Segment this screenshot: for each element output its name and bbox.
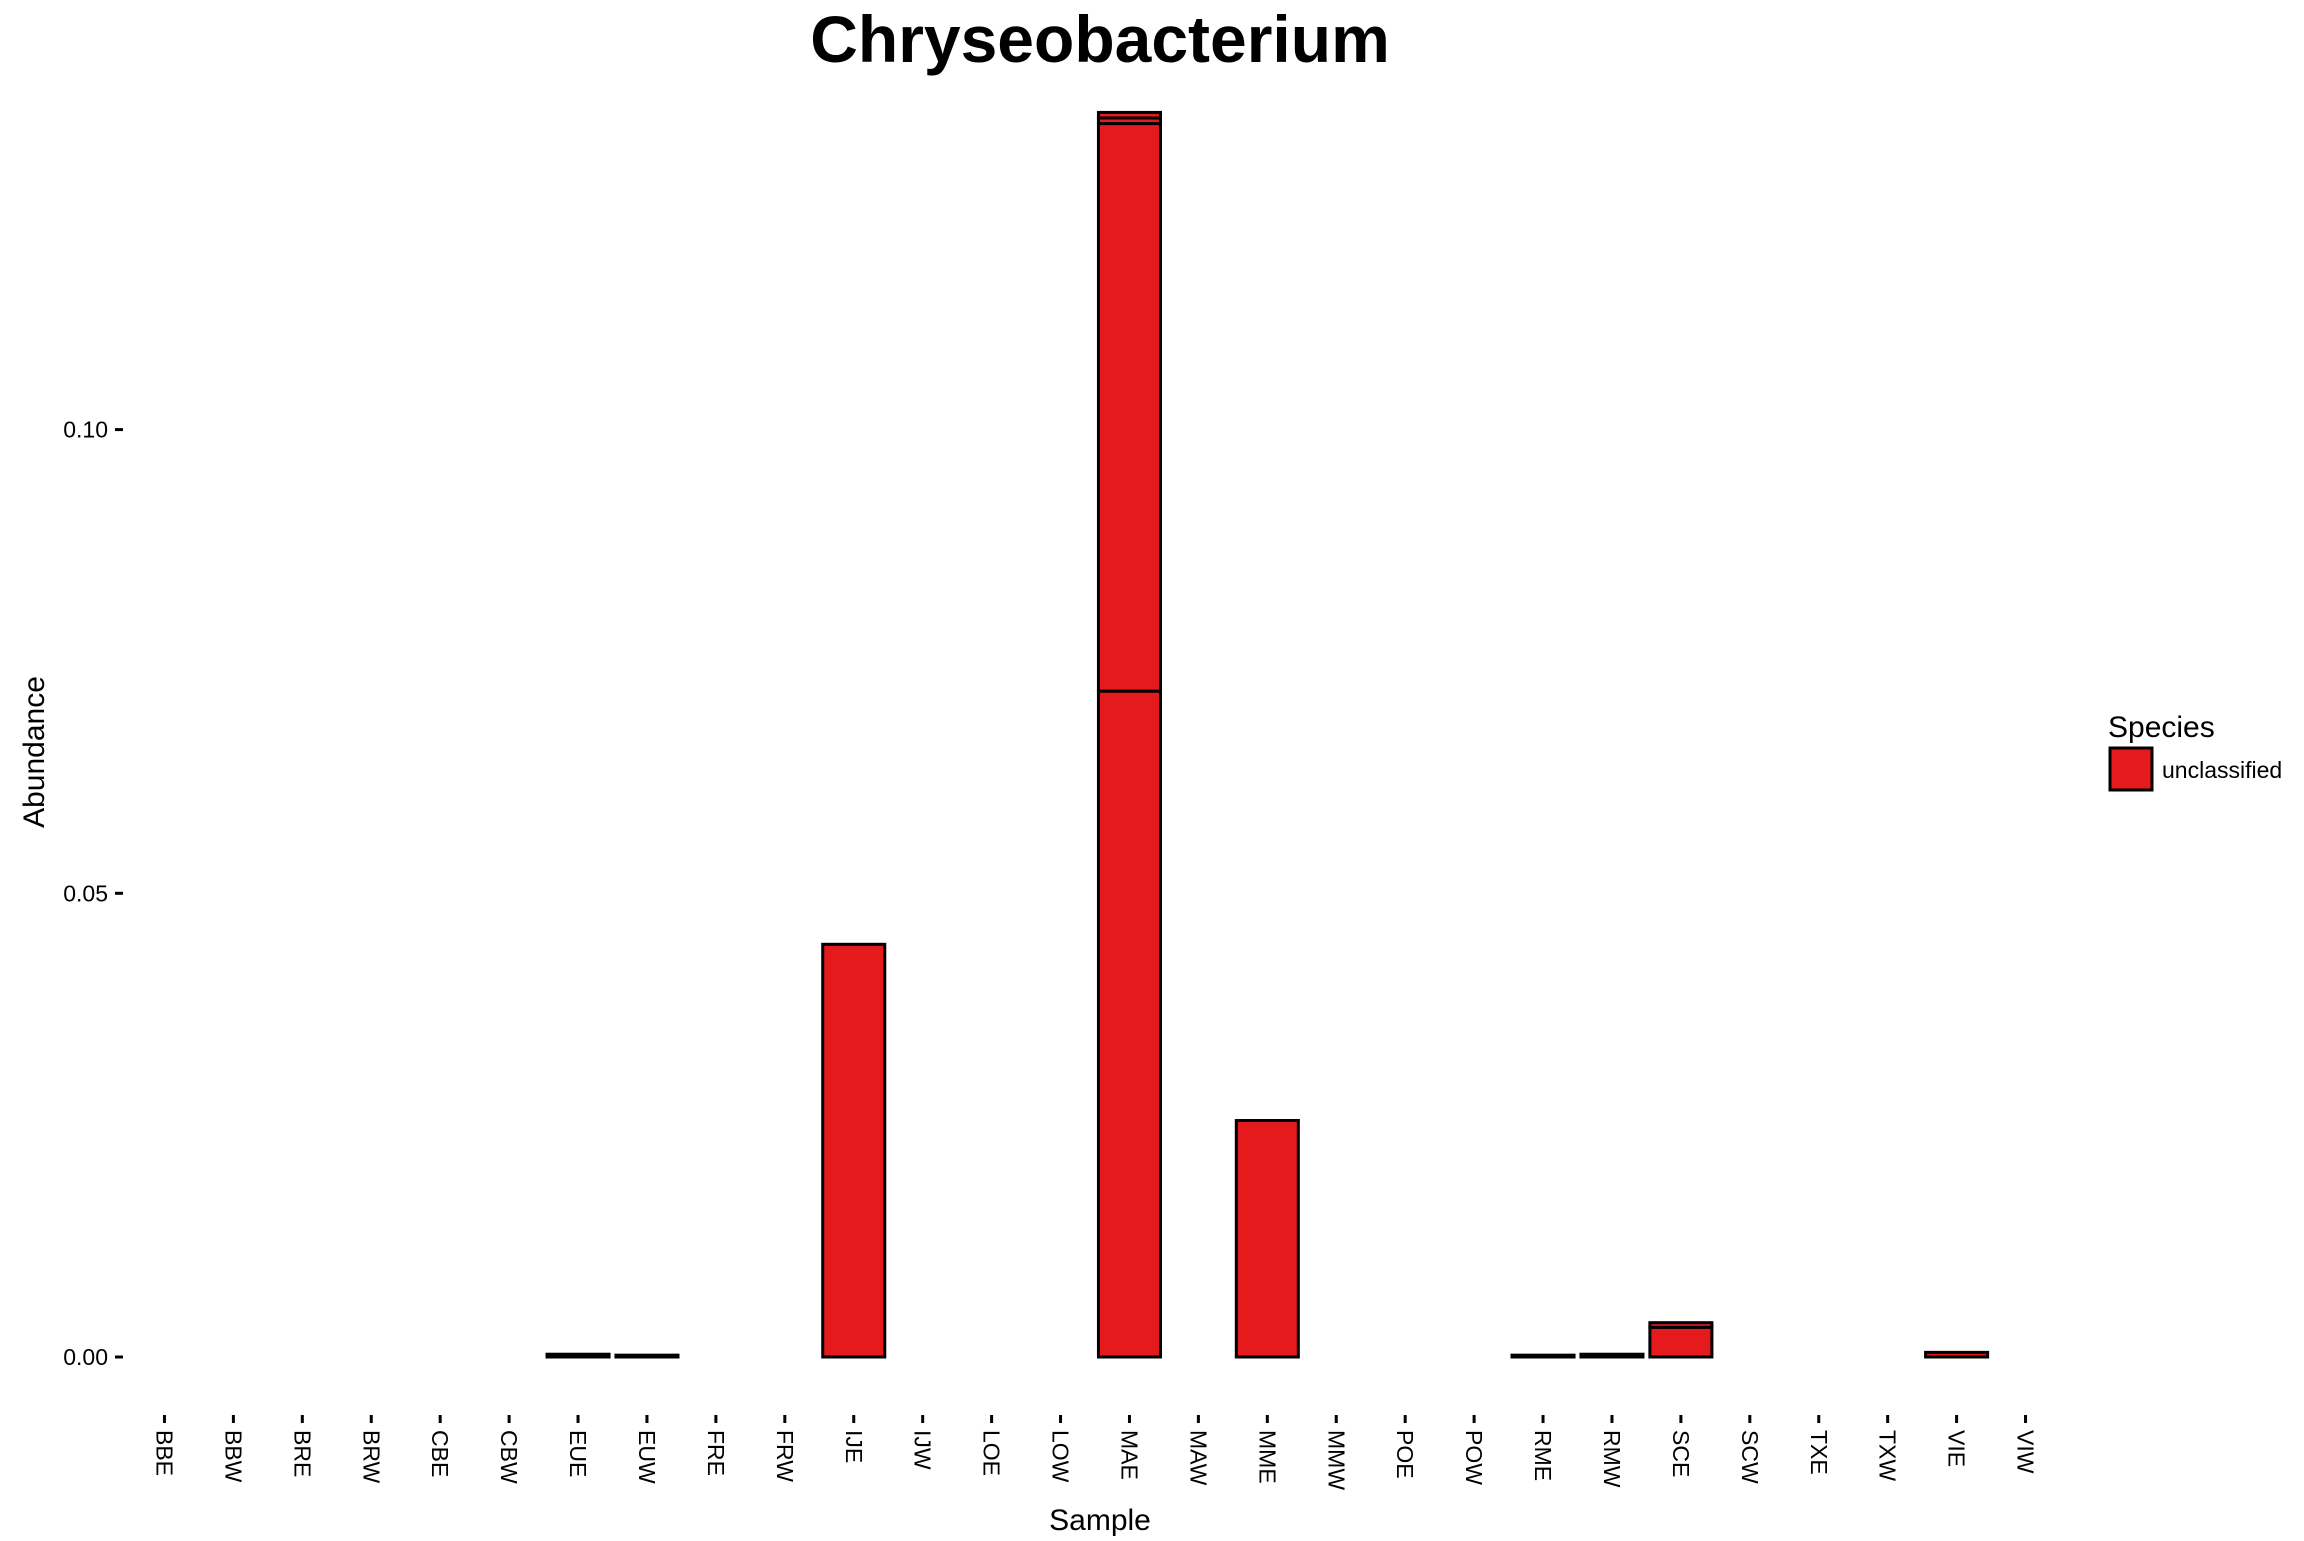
bar-segment-vie	[1924, 1350, 1990, 1359]
bar-segment-mae	[1096, 689, 1162, 1359]
x-tick-label: VIW	[2013, 1430, 2039, 1474]
x-tick-label: EUW	[634, 1430, 660, 1484]
bars	[545, 110, 1990, 1359]
legend-swatch-unclassified	[2108, 746, 2154, 792]
x-tick-label: BBW	[220, 1430, 246, 1483]
bar-segment-euw	[614, 1353, 680, 1359]
x-tick-label: SCW	[1737, 1430, 1763, 1484]
x-tick-label: BRW	[358, 1430, 384, 1484]
bar-segment-sce	[1648, 1321, 1714, 1329]
y-tick-label: 0.05	[63, 880, 108, 906]
bar-segment-mae	[1096, 122, 1162, 693]
x-tick-label: MAE	[1116, 1430, 1142, 1480]
x-axis-title: Sample	[1049, 1504, 1151, 1536]
x-tick-label: CBE	[427, 1430, 453, 1477]
bar-segment-mae	[1096, 110, 1162, 120]
bar-segment-rme	[1510, 1353, 1576, 1359]
x-tick-label: MME	[1254, 1430, 1280, 1484]
x-tick-label: EUE	[565, 1430, 591, 1477]
x-tick-label: IJW	[910, 1430, 936, 1470]
chart-title: Chryseobacterium	[810, 2, 1390, 76]
bar-segment-sce	[1648, 1325, 1714, 1359]
y-tick-label: 0.10	[63, 417, 108, 443]
x-axis: BBE BBW BRE BRW CBE CBW EUE EUW FRE FRW IJE IJW LOE L…	[151, 1415, 2039, 1490]
x-tick-label: RME	[1530, 1430, 1556, 1481]
bar-segment-rmw	[1579, 1352, 1645, 1359]
bar-segment-ije	[821, 942, 887, 1359]
bar-segment-mme	[1234, 1119, 1300, 1359]
x-tick-label: MMW	[1323, 1430, 1349, 1490]
x-tick-label: LOW	[1048, 1430, 1074, 1483]
legend-label-unclassified: unclassified	[2162, 757, 2282, 783]
x-tick-label: POW	[1461, 1430, 1487, 1485]
y-axis-title: Abundance	[18, 676, 51, 828]
x-tick-label: FRE	[703, 1430, 729, 1476]
x-tick-label: BBE	[151, 1430, 177, 1476]
x-tick-label: MAW	[1185, 1430, 1211, 1486]
x-tick-label: LOE	[979, 1430, 1005, 1476]
x-tick-label: RMW	[1599, 1430, 1625, 1488]
bar-segment-eue	[545, 1352, 611, 1359]
x-tick-label: CBW	[496, 1430, 522, 1484]
x-tick-label: SCE	[1668, 1430, 1694, 1477]
x-tick-label: IJE	[841, 1430, 867, 1463]
y-tick-label: 0.00	[63, 1344, 108, 1370]
legend-title: Species	[2108, 711, 2215, 744]
x-tick-label: VIE	[1944, 1430, 1970, 1467]
x-tick-label: FRW	[772, 1430, 798, 1482]
x-tick-label: BRE	[289, 1430, 315, 1477]
x-tick-label: TXE	[1806, 1430, 1832, 1475]
legend: Species unclassified	[2108, 711, 2282, 792]
x-tick-label: TXW	[1875, 1430, 1901, 1481]
y-axis: 0.00 0.05 0.10	[63, 417, 123, 1370]
x-tick-label: POE	[1392, 1430, 1418, 1479]
